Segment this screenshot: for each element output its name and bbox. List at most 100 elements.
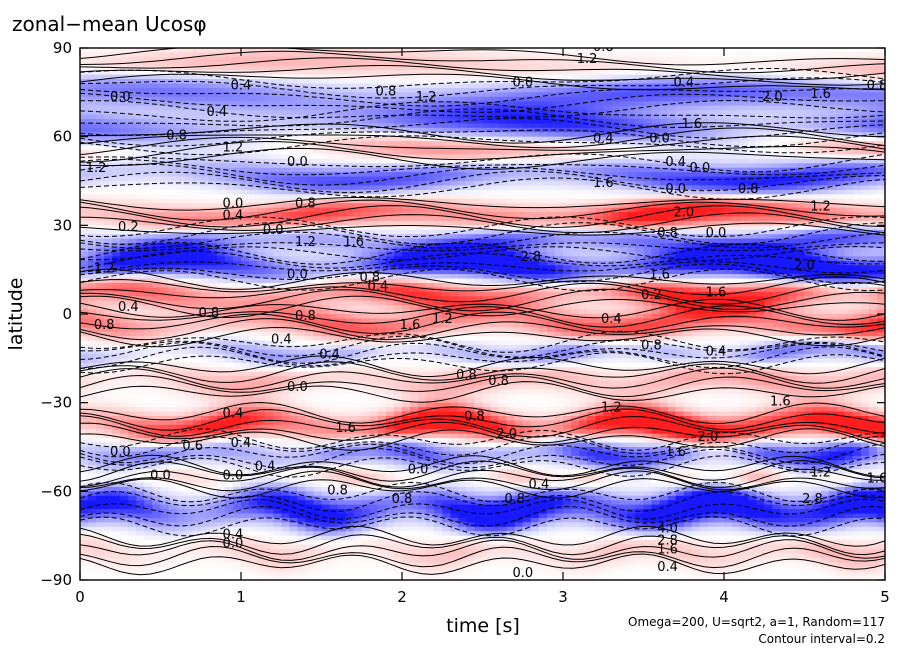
heatmap-cell — [329, 415, 339, 421]
heatmap-cell — [136, 327, 145, 333]
heatmap-cell — [305, 500, 315, 506]
heatmap-cell — [192, 83, 202, 89]
heatmap-cell — [241, 260, 250, 266]
heatmap-cell — [305, 225, 315, 231]
heatmap-cell — [297, 256, 306, 262]
heatmap-cell — [329, 380, 339, 386]
heatmap-cell — [128, 229, 137, 235]
heatmap-cell — [168, 557, 178, 563]
heatmap-cell — [200, 225, 210, 231]
heatmap-cell — [168, 110, 178, 116]
heatmap-cell — [313, 194, 323, 200]
heatmap-cell — [305, 553, 315, 559]
heatmap-cell — [257, 411, 266, 417]
heatmap-cell — [96, 557, 105, 563]
heatmap-cell — [112, 296, 121, 302]
heatmap-cell — [160, 220, 170, 226]
heatmap-cell — [241, 469, 250, 475]
heatmap-cell — [377, 141, 387, 147]
heatmap-cell — [200, 52, 210, 58]
heatmap-cell — [216, 282, 226, 288]
heatmap-cell — [337, 87, 347, 93]
heatmap-cell — [128, 575, 137, 580]
heatmap-cell — [345, 429, 355, 435]
heatmap-cell — [232, 216, 242, 222]
heatmap-cell — [144, 504, 154, 510]
heatmap-cell — [88, 460, 97, 466]
heatmap-cell — [361, 384, 371, 390]
heatmap-cell — [80, 522, 89, 528]
heatmap-cell — [402, 256, 411, 262]
heatmap-cell — [329, 110, 339, 116]
heatmap-cell — [385, 305, 395, 311]
heatmap-cell — [144, 194, 154, 200]
heatmap-cell — [329, 473, 339, 479]
heatmap-cell — [289, 149, 298, 155]
heatmap-cell — [297, 522, 306, 528]
heatmap-cell — [329, 367, 339, 373]
heatmap-cell — [241, 340, 250, 346]
heatmap-cell — [329, 70, 339, 76]
heatmap-cell — [168, 531, 178, 537]
heatmap-cell — [241, 194, 250, 200]
heatmap-cell — [353, 548, 363, 554]
heatmap-cell — [273, 322, 282, 328]
heatmap-cell — [200, 575, 210, 580]
heatmap-cell — [297, 194, 306, 200]
heatmap-cell — [232, 278, 242, 284]
heatmap-cell — [216, 238, 226, 244]
heatmap-cell — [361, 464, 371, 470]
heatmap-cell — [393, 278, 403, 284]
heatmap-cell — [410, 336, 419, 342]
heatmap-cell — [96, 509, 105, 515]
heatmap-cell — [361, 495, 371, 501]
heatmap-cell — [393, 167, 403, 173]
heatmap-cell — [152, 460, 162, 466]
heatmap-cell — [152, 309, 162, 315]
heatmap-cell — [136, 509, 145, 515]
heatmap-cell — [152, 513, 162, 519]
heatmap-cell — [80, 482, 89, 488]
heatmap-cell — [265, 402, 274, 408]
heatmap-cell — [224, 52, 234, 58]
heatmap-cell — [289, 296, 298, 302]
heatmap-cell — [80, 305, 89, 311]
heatmap-cell — [393, 229, 403, 235]
heatmap-cell — [136, 318, 145, 324]
heatmap-cell — [136, 172, 145, 178]
heatmap-cell — [281, 415, 290, 421]
heatmap-cell — [120, 447, 129, 453]
heatmap-cell — [184, 198, 194, 204]
heatmap-cell — [377, 61, 387, 67]
heatmap-cell — [265, 110, 274, 116]
heatmap-cell — [393, 455, 403, 461]
heatmap-cell — [321, 531, 331, 537]
heatmap-cell — [232, 212, 242, 218]
heatmap-cell — [385, 87, 395, 93]
heatmap-cell — [313, 274, 323, 280]
heatmap-cell — [353, 398, 363, 404]
heatmap-cell — [337, 398, 347, 404]
heatmap-cell — [265, 101, 274, 107]
heatmap-cell — [241, 575, 250, 580]
heatmap-cell — [257, 438, 266, 444]
heatmap-cell — [152, 127, 162, 133]
heatmap-cell — [321, 327, 331, 333]
heatmap-cell — [112, 309, 121, 315]
heatmap-cell — [208, 460, 218, 466]
heatmap-cell — [144, 92, 154, 98]
heatmap-cell — [144, 238, 154, 244]
heatmap-cell — [200, 105, 210, 111]
heatmap-cell — [104, 322, 113, 328]
heatmap-cell — [321, 207, 331, 213]
heatmap-cell — [353, 92, 363, 98]
heatmap-cell — [281, 220, 290, 226]
heatmap-cell — [361, 265, 371, 271]
heatmap-cell — [80, 309, 89, 315]
heatmap-cell — [184, 269, 194, 275]
heatmap-cell — [393, 70, 403, 76]
heatmap-cell — [297, 269, 306, 275]
heatmap-cell — [345, 123, 355, 129]
heatmap-cell — [128, 420, 137, 426]
heatmap-cell — [176, 407, 186, 413]
